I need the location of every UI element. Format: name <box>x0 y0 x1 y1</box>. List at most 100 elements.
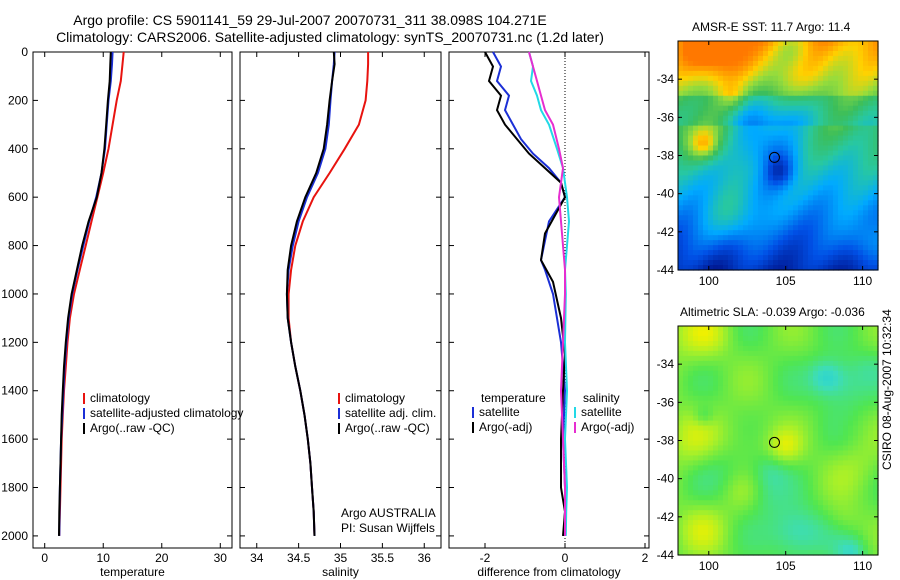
sla-map-cell <box>868 335 874 342</box>
sla-map-cell <box>718 395 724 402</box>
sla-map-cell <box>828 370 834 377</box>
sst-map-cell <box>743 260 749 266</box>
sst-map-cell <box>758 190 764 196</box>
sst-map-cell <box>768 210 774 216</box>
sla-map-cell <box>863 460 869 466</box>
sla-map-cell <box>693 385 699 392</box>
sla-map-cell <box>803 355 809 362</box>
sst-map-cell <box>873 41 879 47</box>
sst-map-cell <box>873 90 879 97</box>
sst-map-cell <box>728 160 734 167</box>
sst-map-cell <box>863 240 869 246</box>
sla-map-cell <box>808 510 814 516</box>
sla-map-cell <box>818 465 824 471</box>
sla-map-cell <box>753 475 759 481</box>
sst-map-cell <box>818 215 824 221</box>
sla-map-cell <box>798 360 804 367</box>
sst-map-cell <box>868 160 874 167</box>
sla-map-cell <box>713 435 719 442</box>
sla-map-cell <box>858 460 864 466</box>
sst-map-cell <box>848 255 854 261</box>
sst-map-cell <box>818 145 824 152</box>
sst-map-cell <box>693 225 699 231</box>
sla-map-cell <box>833 420 839 427</box>
sst-map-cell <box>753 155 759 162</box>
sla-map-cell <box>793 420 799 427</box>
sla-map-cell <box>753 465 759 471</box>
sla-map-cell <box>793 430 799 437</box>
sst-map-cell <box>858 235 864 241</box>
sla-map-cell <box>718 405 724 412</box>
sla-map-cell <box>763 465 769 471</box>
sst-map-cell <box>708 250 714 256</box>
sla-map-cell <box>853 420 859 427</box>
sla-map-cell <box>848 445 854 452</box>
sla-map-cell <box>793 340 799 347</box>
sst-map-cell <box>698 65 704 72</box>
sla-map-cell <box>728 440 734 447</box>
sla-map-cell <box>753 420 759 427</box>
sst-map-cell <box>683 265 689 271</box>
sla-map-cell <box>713 385 719 392</box>
sla-map-cell <box>763 495 769 501</box>
sst-map-cell <box>813 175 819 181</box>
sla-map-cell <box>713 455 719 462</box>
sla-map-cell <box>738 470 744 476</box>
sla-map-cell <box>853 335 859 342</box>
sla-map-cell <box>768 420 774 427</box>
sst-map-cell <box>858 220 864 226</box>
sst-map-cell <box>678 185 684 191</box>
sla-map-cell <box>828 385 834 392</box>
sla-map-cell <box>838 400 844 407</box>
sst-map-cell <box>758 145 764 152</box>
sla-map-cell <box>868 355 874 362</box>
sla-map-cell <box>858 370 864 377</box>
sla-map-cell <box>793 460 799 466</box>
depth-tick-label: 1000 <box>1 287 28 301</box>
sla-map-cell <box>858 405 864 412</box>
sla-map-cell <box>733 326 739 332</box>
sst-map-cell <box>868 165 874 172</box>
sst-map-cell <box>788 90 794 97</box>
sla-map-cell <box>793 470 799 476</box>
sla-map-cell <box>808 500 814 506</box>
sst-map-cell <box>723 55 729 62</box>
sla-map-cell <box>818 490 824 496</box>
sst-map-cell <box>763 75 769 82</box>
sst-map-cell <box>723 245 729 251</box>
sst-map-cell <box>753 200 759 206</box>
sla-map-cell <box>748 350 754 357</box>
sst-map-cell <box>818 165 824 172</box>
sst-map-cell <box>718 41 724 47</box>
sst-map-cell <box>743 155 749 162</box>
sla-map-cell <box>843 545 849 551</box>
sla-map-cell <box>743 415 749 422</box>
sst-map-cell <box>873 70 879 77</box>
sst-map-cell <box>778 125 784 132</box>
sst-map-cell <box>868 200 874 206</box>
sst-map-cell <box>853 230 859 236</box>
sla-map-cell <box>798 410 804 417</box>
sla-map-cell <box>833 520 839 526</box>
sst-map-cell <box>858 95 864 102</box>
sst-map-cell <box>858 185 864 191</box>
sla-map-cell <box>868 485 874 491</box>
sla-map-cell <box>788 535 794 541</box>
sst-map-cell <box>833 60 839 67</box>
sla-map-cell <box>758 405 764 412</box>
sla-map-cell <box>728 430 734 437</box>
sla-map-cell <box>728 350 734 357</box>
sla-map-cell <box>723 385 729 392</box>
sst-map-cell <box>868 185 874 191</box>
sst-map-cell <box>698 210 704 216</box>
sla-map-cell <box>828 425 834 432</box>
sla-map-cell <box>873 530 879 536</box>
sla-map-cell <box>818 540 824 546</box>
sla-map-cell <box>818 435 824 442</box>
sst-map-cell <box>773 140 779 147</box>
sla-map-cell <box>773 450 779 457</box>
sla-map-cell <box>703 400 709 407</box>
sla-map-cell <box>843 420 849 427</box>
sst-map-cell <box>873 100 879 107</box>
sla-map-cell <box>748 460 754 466</box>
